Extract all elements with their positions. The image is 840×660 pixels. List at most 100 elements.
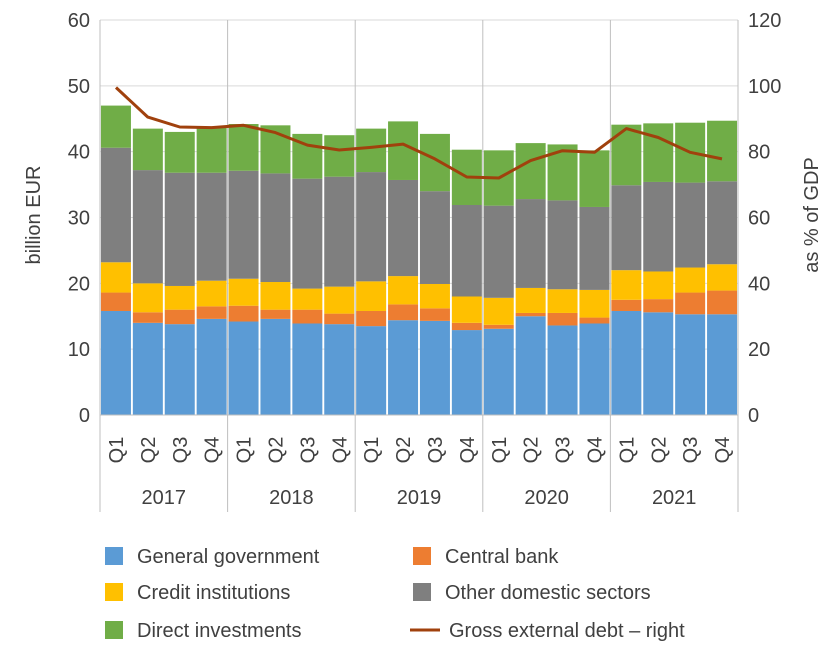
- bar-segment: [292, 309, 323, 324]
- quarter-label: Q2: [265, 437, 287, 464]
- y2-tick-label: 100: [748, 76, 781, 98]
- bar-segment: [547, 325, 578, 415]
- bar-segment: [579, 206, 610, 290]
- bar-segment: [260, 282, 291, 310]
- bar-segment: [675, 292, 706, 315]
- year-label: 2017: [142, 487, 187, 509]
- bar-segment: [515, 199, 546, 288]
- bar-segment: [515, 143, 546, 200]
- bar-segment: [643, 123, 674, 182]
- bar-segment: [164, 172, 195, 286]
- bar-segment: [100, 262, 131, 293]
- legend-label: Central bank: [445, 546, 559, 568]
- quarter-label: Q2: [521, 437, 543, 464]
- bar-segment: [547, 289, 578, 313]
- bar-segment: [611, 185, 642, 271]
- quarter-label: Q4: [712, 437, 734, 464]
- legend-swatch: [105, 547, 123, 565]
- quarter-label: Q1: [489, 437, 511, 464]
- bar-segment: [164, 309, 195, 325]
- bar-segment: [324, 286, 355, 314]
- y2-axis-title: as % of GDP: [801, 157, 823, 273]
- quarter-label: Q1: [616, 437, 638, 464]
- bar-segment: [228, 321, 259, 415]
- bar-segment: [324, 135, 355, 177]
- bar-segment: [579, 323, 610, 415]
- bar-segment: [611, 270, 642, 300]
- y-tick-label: 10: [68, 339, 90, 361]
- bar-segment: [356, 128, 387, 173]
- y2-tick-label: 60: [748, 208, 770, 230]
- y2-tick-label: 0: [748, 405, 759, 427]
- debt-line-group: [114, 86, 723, 180]
- bar-segment: [419, 283, 450, 309]
- axes: 0 10 20 30 40 50 60 0 20 40 60 80 100 120 Q1 Q2 Q3 Q4 Q1 Q2…: [68, 10, 782, 509]
- bar-segment: [100, 105, 131, 148]
- bar-segment: [196, 318, 227, 415]
- bar-segment: [292, 323, 323, 415]
- quarter-label: Q1: [234, 437, 256, 464]
- quarter-label: Q4: [202, 437, 224, 464]
- bar-segment: [132, 312, 163, 323]
- y2-tick-label: 20: [748, 339, 770, 361]
- legend: General government Central bank Credit ins…: [105, 546, 685, 642]
- bar-segment: [260, 173, 291, 283]
- bar-segment: [643, 271, 674, 300]
- bar-segment: [324, 324, 355, 415]
- bar-segment: [388, 179, 419, 277]
- bar-segment: [451, 204, 482, 297]
- bar-segment: [515, 287, 546, 313]
- bar-segment: [260, 318, 291, 415]
- legend-label: Gross external debt – right: [449, 620, 685, 642]
- bar-segment: [228, 170, 259, 279]
- y2-tick-label: 120: [748, 10, 781, 32]
- legend-label: Credit institutions: [137, 582, 290, 604]
- bar-segment: [196, 172, 227, 281]
- quarter-label: Q3: [425, 437, 447, 464]
- quarter-label: Q4: [457, 437, 479, 464]
- gross-external-debt-line: [114, 86, 723, 180]
- bar-segment: [611, 310, 642, 415]
- bar-segment: [675, 314, 706, 415]
- bar-segment: [196, 280, 227, 307]
- bar-segment: [388, 320, 419, 415]
- y-tick-label: 40: [68, 142, 90, 164]
- bar-segment: [547, 200, 578, 290]
- quarter-label: Q2: [393, 437, 415, 464]
- year-label: 2018: [269, 487, 314, 509]
- bar-segment: [419, 308, 450, 321]
- bar-segment: [707, 120, 738, 182]
- quarter-label: Q3: [297, 437, 319, 464]
- bar-segment: [164, 324, 195, 415]
- bar-segment: [164, 131, 195, 173]
- year-label: 2020: [524, 487, 569, 509]
- bar-segment: [675, 267, 706, 293]
- bar-segment: [228, 305, 259, 322]
- bar-segment: [132, 283, 163, 313]
- bar-segment: [292, 288, 323, 310]
- bar-segment: [483, 297, 514, 325]
- bar-segment: [483, 328, 514, 415]
- legend-swatch: [105, 621, 123, 639]
- legend-swatch: [413, 547, 431, 565]
- bar-segment: [515, 312, 546, 317]
- y2-tick-label: 40: [748, 273, 770, 295]
- legend-swatch: [105, 583, 123, 601]
- bar-segment: [483, 324, 514, 329]
- legend-swatch: [413, 583, 431, 601]
- quarter-label: Q1: [106, 437, 128, 464]
- y-tick-label: 30: [68, 208, 90, 230]
- bar-segment: [356, 310, 387, 327]
- bar-segment: [611, 124, 642, 186]
- bar-segment: [356, 281, 387, 311]
- bar-segment: [100, 310, 131, 415]
- quarter-label: Q2: [138, 437, 160, 464]
- bar-segment: [451, 296, 482, 323]
- bar-segment: [643, 181, 674, 272]
- bar-segment: [707, 181, 738, 265]
- bar-segment: [100, 147, 131, 263]
- gridlines: [99, 19, 739, 512]
- bar-segment: [611, 299, 642, 311]
- bar-segment: [643, 312, 674, 415]
